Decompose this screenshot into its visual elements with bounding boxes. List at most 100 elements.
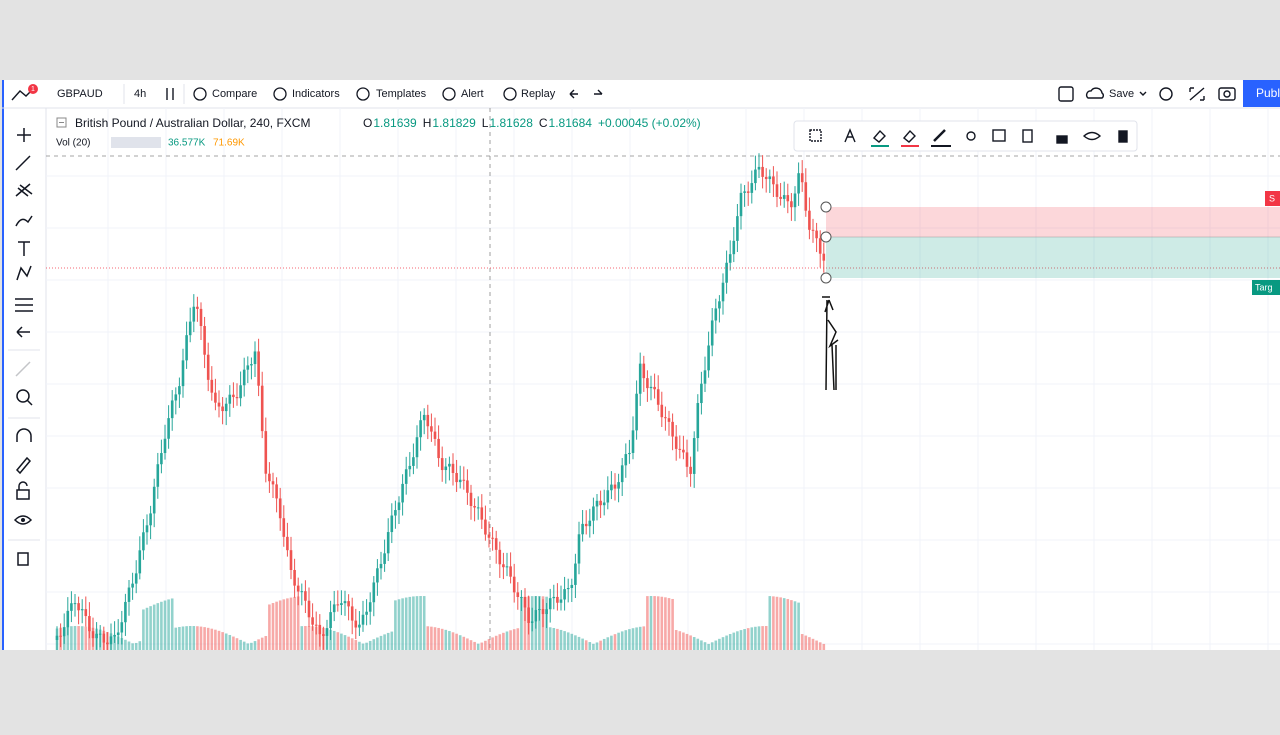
vol-buttons[interactable] <box>111 137 161 148</box>
toolbar-button[interactable]: Alert <box>461 88 484 100</box>
prediction-tool[interactable] <box>15 298 33 312</box>
candle <box>329 612 332 629</box>
drawing-toolbar <box>793 120 1138 152</box>
candle <box>232 394 235 398</box>
chart-style[interactable] <box>166 88 174 100</box>
volume-bar <box>451 632 455 650</box>
hide-tools[interactable] <box>16 326 30 338</box>
handle[interactable] <box>820 272 832 284</box>
crosshair-tool[interactable] <box>17 128 31 142</box>
candle <box>66 610 70 628</box>
candle <box>221 406 224 412</box>
trash[interactable] <box>17 552 29 566</box>
toolbar-button[interactable]: Compare <box>212 88 257 100</box>
candle <box>149 513 152 526</box>
fill-color-2[interactable] <box>902 129 916 143</box>
candle <box>581 523 584 535</box>
settings[interactable] <box>1159 87 1173 101</box>
candle <box>253 351 257 365</box>
publish-button[interactable] <box>1243 80 1280 107</box>
button-icon[interactable] <box>193 87 207 101</box>
clone[interactable] <box>1022 129 1033 143</box>
text-tool[interactable] <box>18 241 30 256</box>
undo[interactable] <box>569 89 578 99</box>
volume-bar <box>800 634 804 650</box>
volume-bar <box>246 643 250 650</box>
volume-bar <box>264 636 268 650</box>
candle <box>739 192 743 217</box>
candle <box>613 484 617 489</box>
interval[interactable]: 4h <box>134 88 146 100</box>
volume-bar <box>667 598 671 650</box>
volume-bar <box>408 596 412 650</box>
fill-color[interactable] <box>872 129 886 143</box>
volume-bar <box>196 626 199 650</box>
button-icon[interactable] <box>273 87 287 101</box>
volume-bar <box>397 599 401 650</box>
redo[interactable] <box>594 89 603 95</box>
ohlc-label: L <box>482 116 489 130</box>
volume-bar <box>372 639 376 650</box>
candle <box>577 534 581 564</box>
button-icon[interactable] <box>356 87 370 101</box>
layout[interactable] <box>1058 86 1074 102</box>
visibility[interactable] <box>13 515 33 525</box>
line-color[interactable] <box>933 129 946 142</box>
candle <box>545 609 548 615</box>
collapse[interactable] <box>56 117 67 128</box>
candle <box>131 583 134 588</box>
candle <box>340 603 343 606</box>
candle <box>113 635 116 637</box>
line-tool[interactable] <box>15 155 31 171</box>
candle <box>91 631 95 639</box>
handle[interactable] <box>820 201 832 213</box>
save[interactable]: Save <box>1109 88 1134 100</box>
symbol[interactable]: GBPAUD <box>57 88 103 100</box>
target-zone[interactable] <box>826 237 1280 278</box>
handle[interactable] <box>820 231 832 243</box>
volume-bar <box>73 626 77 650</box>
candle <box>660 404 664 418</box>
pattern-tool[interactable] <box>16 265 32 281</box>
text-color[interactable] <box>844 128 856 143</box>
snapshot[interactable] <box>1218 87 1236 101</box>
lock[interactable] <box>16 489 30 500</box>
candle <box>282 518 286 537</box>
candle <box>444 466 448 471</box>
candle <box>127 587 131 602</box>
stay-drawing[interactable] <box>15 456 32 475</box>
fullscreen[interactable] <box>1189 87 1205 101</box>
zoom[interactable] <box>16 389 30 403</box>
symbol-title[interactable]: British Pound / Australian Dollar, 240, … <box>75 116 310 130</box>
magnet[interactable] <box>16 428 32 442</box>
hide[interactable] <box>1082 131 1102 141</box>
lock[interactable] <box>1056 135 1068 144</box>
toolbar-button[interactable]: Replay <box>521 88 556 100</box>
button-icon[interactable] <box>442 87 456 101</box>
candle <box>570 584 574 588</box>
stop-zone[interactable] <box>826 207 1280 237</box>
volume-bar <box>804 635 808 650</box>
brush-tool[interactable] <box>15 215 33 227</box>
button-icon[interactable] <box>503 87 517 101</box>
visual-order[interactable] <box>992 129 1006 142</box>
candle <box>397 502 401 511</box>
delete[interactable] <box>1118 130 1128 143</box>
candle <box>239 385 242 399</box>
volume-bar <box>696 638 700 650</box>
template-tool[interactable] <box>809 129 822 142</box>
volume-bar <box>624 630 628 650</box>
candle <box>750 183 754 193</box>
toolbar-button[interactable]: Templates <box>376 88 427 100</box>
volume-label[interactable]: Vol (20) <box>56 138 90 149</box>
candle <box>473 506 476 508</box>
toolbar-button[interactable]: Indicators <box>292 88 340 100</box>
volume-bar <box>66 626 70 650</box>
fib-tool[interactable] <box>15 183 33 197</box>
candle <box>466 480 469 493</box>
candle <box>185 335 188 361</box>
volume-bar <box>570 633 574 650</box>
settings[interactable] <box>966 131 976 141</box>
publish[interactable]: Publ <box>1256 86 1280 100</box>
ruler[interactable] <box>15 361 31 377</box>
